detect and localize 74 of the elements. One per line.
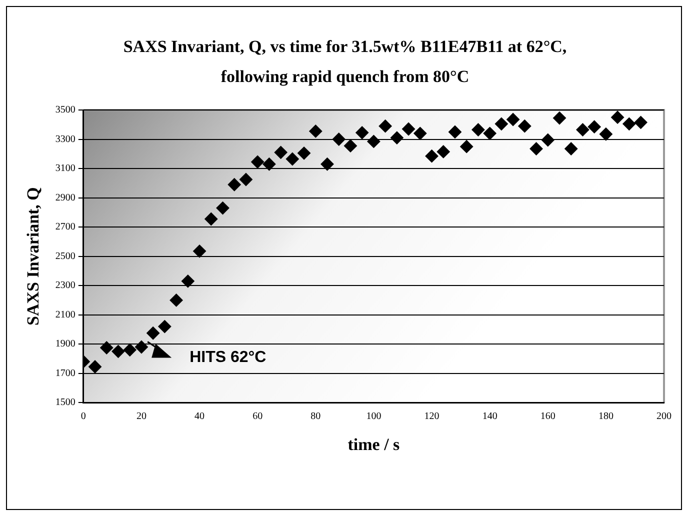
point bbox=[472, 123, 485, 136]
y-tick-label: 2900 bbox=[55, 192, 76, 204]
y-tick-label: 1900 bbox=[55, 338, 76, 350]
y-tick-label: 1500 bbox=[55, 397, 76, 408]
point bbox=[588, 120, 601, 134]
point bbox=[414, 126, 427, 140]
point bbox=[158, 320, 172, 334]
x-tick-label: 20 bbox=[136, 411, 146, 422]
point bbox=[262, 158, 276, 171]
point bbox=[530, 142, 543, 156]
x-tick-label: 200 bbox=[656, 411, 672, 422]
y-tick-label: 3300 bbox=[55, 134, 76, 145]
x-tick-label: 0 bbox=[80, 411, 86, 422]
point bbox=[298, 146, 311, 160]
point bbox=[611, 110, 624, 124]
x-tick-label: 80 bbox=[310, 411, 321, 422]
y-tick-label: 1700 bbox=[55, 368, 76, 379]
point bbox=[460, 140, 474, 154]
y-tick-label: 3500 bbox=[55, 104, 76, 116]
x-tick-label: 60 bbox=[252, 411, 263, 422]
x-tick-label: 120 bbox=[424, 411, 440, 422]
point bbox=[425, 150, 438, 163]
y-axis-title: SAXS Invariant, Q bbox=[24, 187, 43, 326]
annotation: HITS 62°C bbox=[190, 349, 267, 366]
point bbox=[332, 132, 346, 146]
point bbox=[494, 117, 508, 130]
point bbox=[622, 117, 636, 130]
point bbox=[436, 145, 450, 158]
point bbox=[541, 133, 554, 146]
point bbox=[634, 116, 648, 129]
point bbox=[100, 341, 114, 354]
point bbox=[518, 120, 532, 133]
point bbox=[134, 340, 148, 354]
x-tick-label: 140 bbox=[482, 411, 498, 422]
point bbox=[448, 125, 462, 138]
x-axis-title: time / s bbox=[348, 435, 400, 454]
point bbox=[506, 113, 520, 126]
point bbox=[181, 274, 194, 288]
point bbox=[483, 126, 496, 140]
point bbox=[378, 120, 392, 133]
point bbox=[170, 294, 183, 307]
point bbox=[251, 155, 264, 168]
point bbox=[320, 158, 334, 171]
x-tick-label: 160 bbox=[540, 411, 556, 422]
point bbox=[552, 112, 566, 125]
x-tick-label: 100 bbox=[366, 411, 382, 422]
point bbox=[402, 122, 416, 136]
point bbox=[599, 128, 612, 141]
chart-title: SAXS Invariant, Q, vs time for 31.5wt% B11E47B11 at 62°C, following rapid quench from 80°C bbox=[122, 36, 568, 88]
point bbox=[123, 343, 136, 356]
y-tick-label: 2100 bbox=[55, 309, 76, 320]
point bbox=[112, 344, 125, 358]
x-tick-label: 180 bbox=[598, 411, 614, 422]
point bbox=[390, 131, 404, 144]
y-tick-label: 3100 bbox=[55, 163, 76, 174]
point bbox=[88, 360, 102, 374]
point bbox=[309, 124, 322, 138]
point bbox=[239, 172, 252, 186]
point bbox=[193, 244, 206, 258]
point bbox=[204, 212, 218, 226]
point bbox=[216, 202, 230, 215]
point bbox=[274, 146, 288, 159]
point bbox=[228, 178, 241, 192]
x-tick-label: 40 bbox=[194, 411, 205, 422]
y-tick-label: 2500 bbox=[55, 250, 76, 262]
point bbox=[146, 326, 160, 340]
point bbox=[576, 123, 590, 136]
y-tick-label: 2700 bbox=[55, 222, 76, 233]
point bbox=[367, 134, 380, 148]
point bbox=[356, 126, 369, 140]
point bbox=[286, 152, 299, 166]
point bbox=[344, 139, 357, 152]
y-tick-label: 2300 bbox=[55, 280, 76, 292]
point bbox=[564, 142, 578, 156]
